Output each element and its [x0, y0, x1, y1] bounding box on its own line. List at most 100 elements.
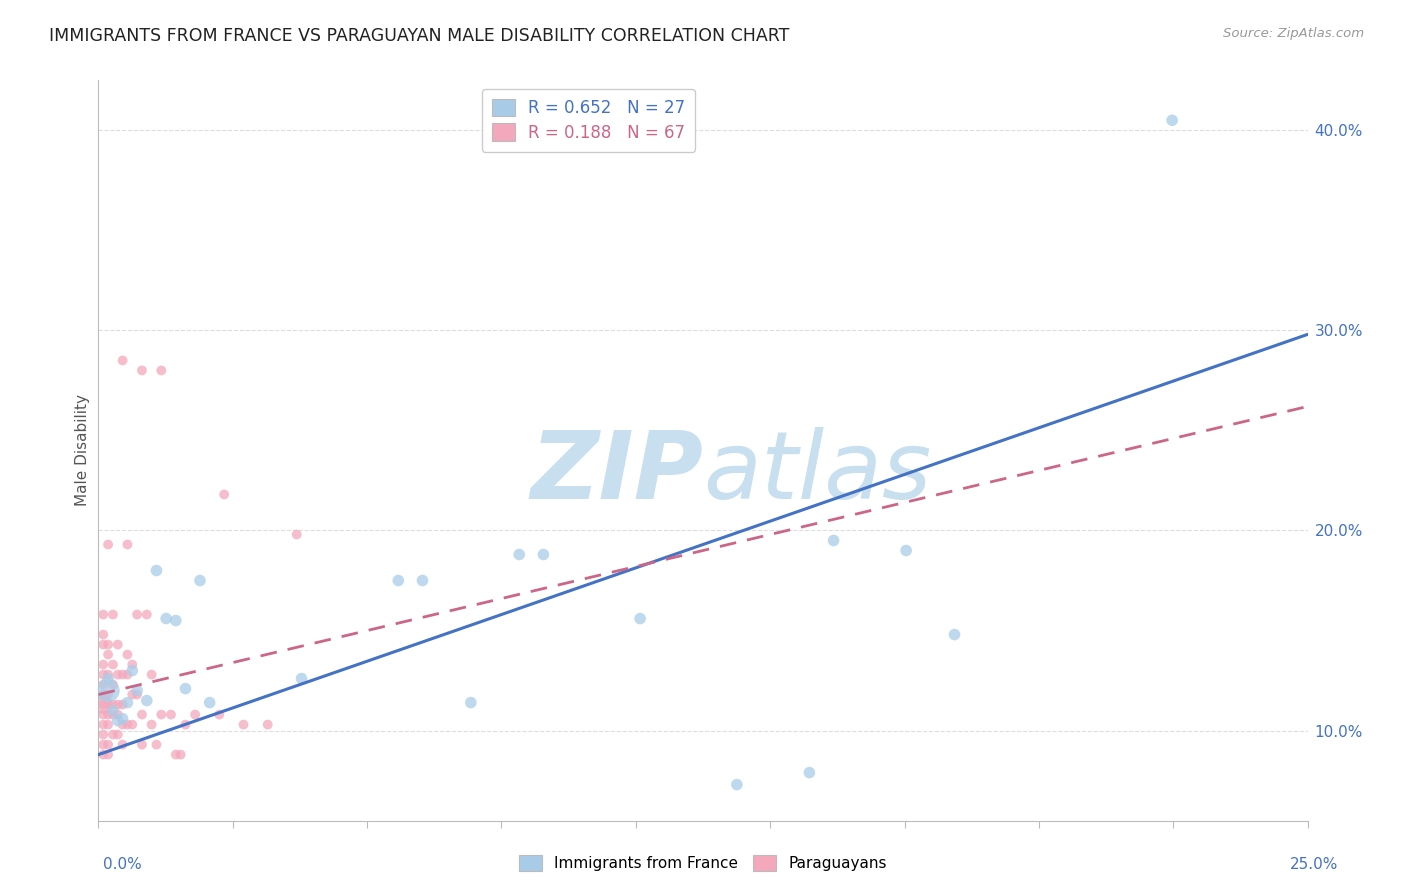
Point [232, 717, 254, 731]
Point [198, 696, 221, 710]
Point [111, 667, 134, 681]
Point [212, 487, 235, 501]
Point [169, 747, 191, 762]
Point [208, 707, 231, 722]
Legend: Immigrants from France, Paraguayans: Immigrants from France, Paraguayans [513, 849, 893, 877]
Point [174, 681, 197, 696]
Point [91, 698, 114, 712]
Point [111, 353, 134, 368]
Point [1161, 113, 1184, 128]
Point [127, 688, 149, 702]
Point [97, 537, 120, 551]
Point [91, 738, 114, 752]
Point [97, 672, 120, 686]
Point [256, 717, 278, 731]
Legend: R = 0.652   N = 27, R = 0.188   N = 67: R = 0.652 N = 27, R = 0.188 N = 67 [482, 88, 696, 152]
Point [97, 717, 120, 731]
Point [145, 738, 167, 752]
Point [97, 683, 120, 698]
Point [117, 537, 139, 551]
Point [823, 533, 845, 548]
Point [121, 657, 143, 672]
Point [165, 747, 187, 762]
Point [387, 574, 409, 588]
Point [97, 667, 120, 681]
Point [91, 657, 114, 672]
Point [111, 738, 134, 752]
Point [628, 611, 651, 625]
Point [101, 657, 124, 672]
Point [107, 714, 129, 728]
Text: atlas: atlas [703, 427, 931, 518]
Point [460, 696, 482, 710]
Point [145, 564, 167, 578]
Point [91, 627, 114, 641]
Point [101, 704, 124, 718]
Point [111, 698, 134, 712]
Point [101, 707, 124, 722]
Point [97, 707, 120, 722]
Point [91, 698, 114, 712]
Point [121, 664, 143, 678]
Point [91, 667, 114, 681]
Point [107, 707, 129, 722]
Point [165, 614, 187, 628]
Point [97, 648, 120, 662]
Point [91, 638, 114, 652]
Point [174, 717, 197, 731]
Point [101, 728, 124, 742]
Point [131, 707, 153, 722]
Point [160, 707, 183, 722]
Point [799, 765, 821, 780]
Point [91, 607, 114, 622]
Point [97, 688, 120, 702]
Point [91, 717, 114, 731]
Point [155, 611, 177, 625]
Point [135, 693, 157, 707]
Point [943, 627, 966, 641]
Point [97, 747, 120, 762]
Point [101, 677, 124, 691]
Point [101, 607, 124, 622]
Point [91, 688, 114, 702]
Point [117, 648, 139, 662]
Point [131, 738, 153, 752]
Point [117, 696, 139, 710]
Point [121, 688, 143, 702]
Text: Source: ZipAtlas.com: Source: ZipAtlas.com [1223, 27, 1364, 40]
Point [107, 638, 129, 652]
Point [127, 607, 149, 622]
Text: ZIP: ZIP [530, 426, 703, 518]
Point [91, 728, 114, 742]
Point [97, 698, 120, 712]
Point [290, 672, 312, 686]
Point [285, 527, 308, 541]
Point [141, 667, 163, 681]
Point [127, 683, 149, 698]
Y-axis label: Male Disability: Male Disability [75, 394, 90, 507]
Point [894, 543, 917, 558]
Point [117, 717, 139, 731]
Text: 25.0%: 25.0% [1291, 857, 1339, 871]
Point [135, 607, 157, 622]
Point [188, 574, 211, 588]
Point [141, 717, 163, 731]
Point [508, 548, 530, 562]
Point [97, 638, 120, 652]
Text: 0.0%: 0.0% [103, 857, 142, 871]
Point [107, 728, 129, 742]
Point [411, 574, 433, 588]
Point [101, 698, 124, 712]
Point [107, 667, 129, 681]
Point [117, 667, 139, 681]
Point [121, 717, 143, 731]
Text: IMMIGRANTS FROM FRANCE VS PARAGUAYAN MALE DISABILITY CORRELATION CHART: IMMIGRANTS FROM FRANCE VS PARAGUAYAN MAL… [49, 27, 790, 45]
Point [111, 712, 134, 726]
Point [111, 717, 134, 731]
Point [91, 677, 114, 691]
Point [150, 363, 173, 377]
Point [91, 747, 114, 762]
Point [184, 707, 207, 722]
Point [97, 738, 120, 752]
Point [107, 698, 129, 712]
